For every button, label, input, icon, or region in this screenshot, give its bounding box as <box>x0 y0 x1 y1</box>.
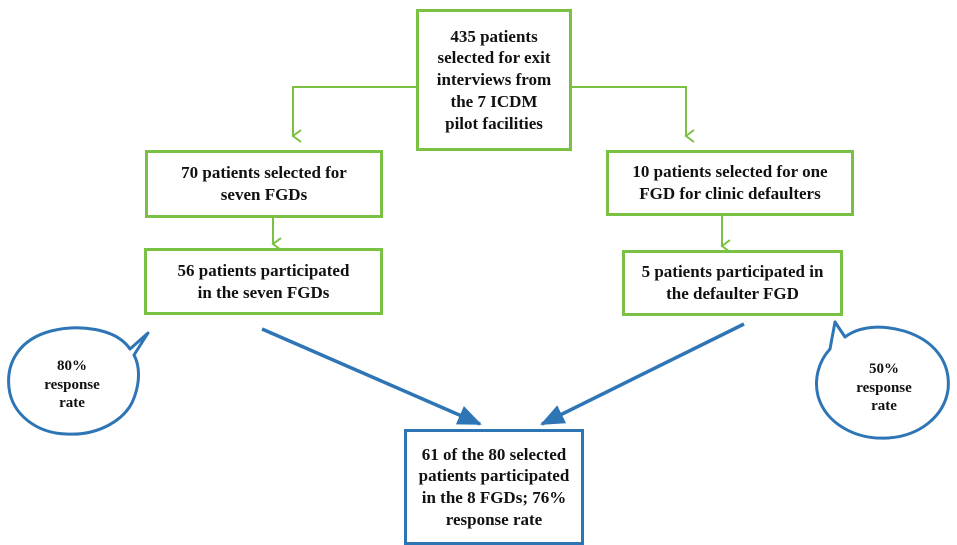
connector-top-to-left <box>291 86 416 143</box>
box-total-patients-text: 435 patients selected for exit interview… <box>436 26 552 133</box>
box-left-participated: 56 patients participated in the seven FG… <box>144 248 383 315</box>
arrow-left-to-result <box>261 327 482 426</box>
arrow-right-to-result <box>540 322 745 426</box>
box-overall-result-text: 61 of the 80 selected patients participa… <box>418 444 570 529</box>
speech-bubble-left <box>7 326 150 436</box>
bubble-right-text: 50% response rate <box>856 360 912 415</box>
box-right-participated-text: 5 patients participated in the defaulter… <box>641 262 824 303</box>
box-right-participated: 5 patients participated in the defaulter… <box>622 250 843 316</box>
box-right-selected: 10 patients selected for one FGD for cli… <box>606 150 854 216</box>
box-right-selected-text: 10 patients selected for one FGD for cli… <box>632 162 828 203</box>
box-overall-result: 61 of the 80 selected patients participa… <box>404 429 584 545</box>
connector-top-to-right <box>571 86 695 143</box>
speech-bubble-right <box>815 320 950 440</box>
box-left-selected: 70 patients selected for seven FGDs <box>145 150 383 218</box>
box-left-selected-text: 70 patients selected for seven FGDs <box>181 163 347 204</box>
box-left-participated-text: 56 patients participated in the seven FG… <box>177 260 350 302</box>
box-total-patients: 435 patients selected for exit interview… <box>416 9 572 151</box>
bubble-left-text: 80% response rate <box>44 357 100 412</box>
